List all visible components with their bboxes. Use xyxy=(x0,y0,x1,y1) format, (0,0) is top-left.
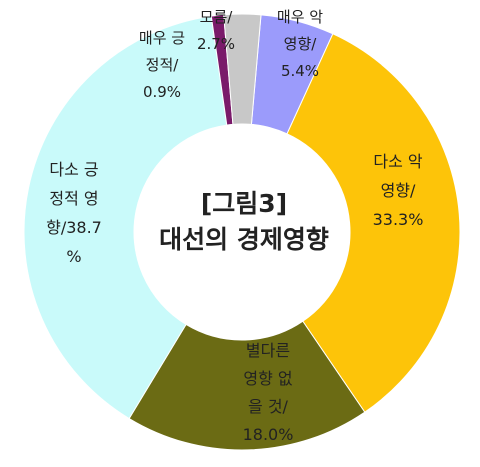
slice-label-3-line-0: 다소 긍 xyxy=(49,160,98,179)
center-title-line1: [그림3] xyxy=(201,189,287,218)
slice-label-2-line-2: 을 것/ xyxy=(248,397,289,416)
slice-1 xyxy=(286,33,461,413)
slice-label-4-line-1: 정적/ xyxy=(146,56,180,74)
slice-label-3-line-1: 정적 영 xyxy=(49,189,98,208)
slice-label-5: 모름/2.7% xyxy=(197,8,235,53)
center-title-line2: 대선의 경제영향 xyxy=(159,225,329,254)
slice-2 xyxy=(128,320,366,451)
slice-label-1-line-0: 다소 악 xyxy=(373,152,423,171)
slice-label-0-line-0: 매우 악 xyxy=(277,8,323,26)
slice-5 xyxy=(223,13,262,125)
slices-group xyxy=(23,13,461,451)
slice-label-3-line-2: 향/38.7 xyxy=(46,218,102,237)
slice-label-2-line-0: 별다른 xyxy=(246,341,290,360)
slice-label-2-line-3: 18.0% xyxy=(243,425,294,444)
slice-label-1-line-1: 영향/ xyxy=(381,181,416,200)
slice-label-2-line-1: 영향 없 xyxy=(243,369,293,388)
slice-label-0-line-2: 5.4% xyxy=(281,62,319,80)
slice-label-5-line-0: 모름/ xyxy=(200,8,234,26)
slice-label-0-line-1: 영향/ xyxy=(284,35,318,53)
slice-3 xyxy=(23,15,228,420)
slice-label-4-line-0: 매우 긍 xyxy=(139,29,185,47)
slice-label-5-line-1: 2.7% xyxy=(197,35,235,53)
slice-label-4-line-2: 0.9% xyxy=(143,83,181,101)
slice-label-1-line-2: 33.3% xyxy=(373,210,424,229)
slice-label-3-line-3: % xyxy=(66,247,81,266)
